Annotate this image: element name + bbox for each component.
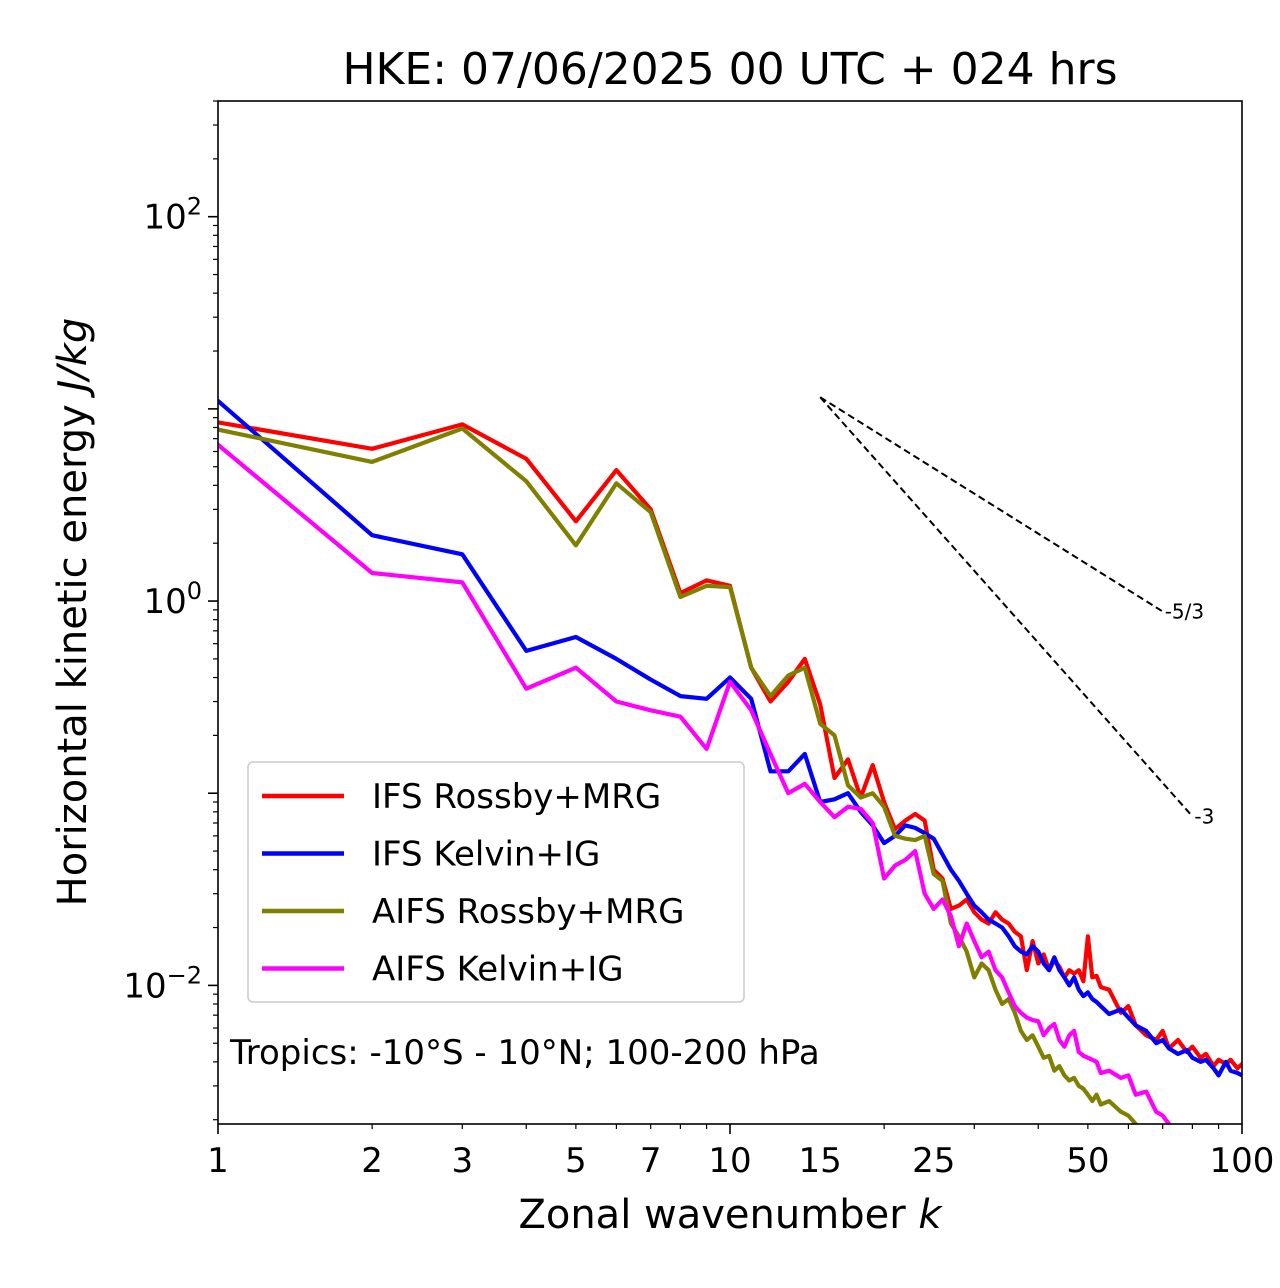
x-tick-label: 1 xyxy=(207,1141,229,1181)
reference-line-labels: -5/3 -3 xyxy=(1165,599,1215,828)
series-line-4 xyxy=(218,442,1172,1124)
x-tick-label: 25 xyxy=(912,1141,955,1181)
series-lines xyxy=(218,398,1242,1124)
legend-items: IFS Rossby+MRG IFS Kelvin+IG AIFS Rossby+M… xyxy=(262,777,684,990)
reference-lines xyxy=(819,396,1194,818)
y-axis-label-text: Horizontal kinetic energy xyxy=(50,404,96,906)
x-tick-label: 5 xyxy=(565,1141,587,1181)
legend: IFS Rossby+MRG IFS Kelvin+IG AIFS Rossby+M… xyxy=(247,761,745,1003)
reference-line-2 xyxy=(819,396,1194,818)
x-axis-label-var: k xyxy=(918,1192,943,1238)
chart-title: HKE: 07/06/2025 00 UTC + 024 hrs xyxy=(342,44,1117,95)
series-line-3 xyxy=(218,426,1138,1124)
y-axis-label: Horizontal kinetic energy J/kg xyxy=(50,318,96,907)
legend-box xyxy=(247,761,745,1003)
reference-line-label-2: -3 xyxy=(1194,804,1214,828)
x-axis: 1 2 3 5 7 10 15 25 50 100 xyxy=(207,1124,1274,1181)
reference-line-1 xyxy=(819,396,1164,613)
x-tick-label: 50 xyxy=(1066,1141,1109,1181)
x-axis-label: Zonal wavenumber k xyxy=(518,1192,943,1238)
series-line-2 xyxy=(218,398,1242,1078)
y-tick-label: 100 xyxy=(143,577,202,622)
reference-line-label-1: -5/3 xyxy=(1165,599,1204,623)
x-axis-label-text: Zonal wavenumber xyxy=(518,1192,906,1238)
y-tick-label: 102 xyxy=(143,193,202,238)
y-axis: 10−2 100 102 xyxy=(123,100,218,1121)
y-axis-label-units: J/kg xyxy=(50,318,96,399)
x-tick-label: 15 xyxy=(799,1141,842,1181)
legend-label-4: AIFS Kelvin+IG xyxy=(372,950,624,990)
region-annotation: Tropics: -10°S - 10°N; 100-200 hPa xyxy=(229,1033,820,1073)
x-tick-label: 2 xyxy=(361,1141,383,1181)
legend-label-2: IFS Kelvin+IG xyxy=(372,835,600,875)
x-tick-label: 3 xyxy=(451,1141,473,1181)
legend-label-1: IFS Rossby+MRG xyxy=(372,777,661,817)
series-line-1 xyxy=(218,420,1242,1071)
legend-label-3: AIFS Rossby+MRG xyxy=(372,892,684,932)
x-tick-label: 100 xyxy=(1210,1141,1275,1181)
x-tick-label: 10 xyxy=(708,1141,751,1181)
y-tick-label: 10−2 xyxy=(123,961,202,1006)
x-tick-label: 7 xyxy=(640,1141,662,1181)
